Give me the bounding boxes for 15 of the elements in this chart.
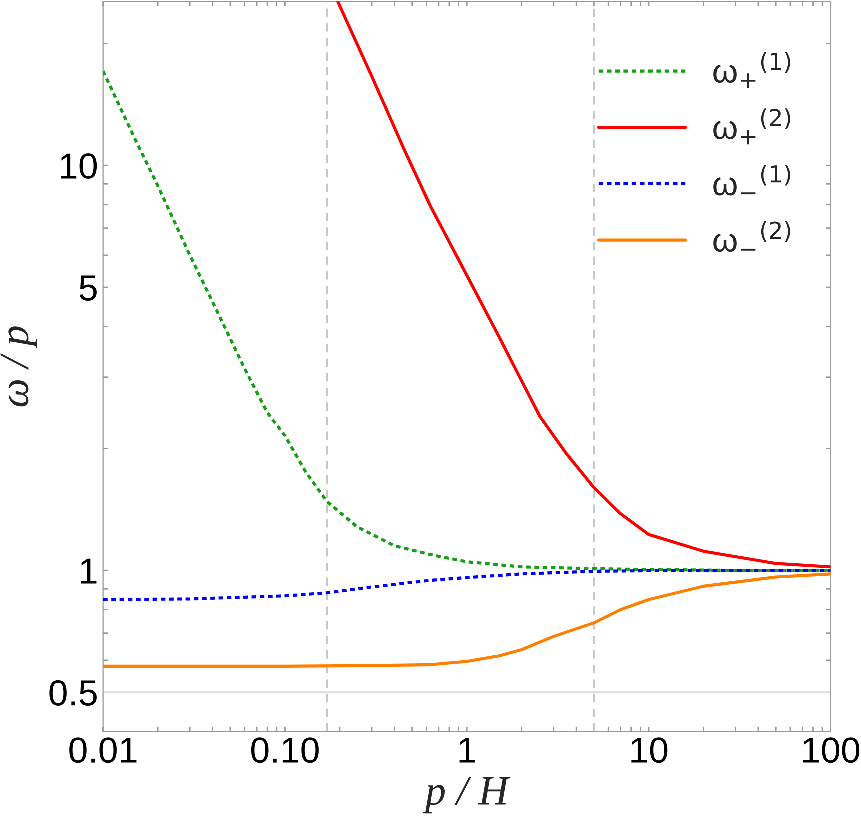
legend-label: ω$_{+}$$^{(2)}$ [714,108,790,145]
legend-label: ω$_{−}$$^{(1)}$ [714,164,790,196]
y-axis-title: ω / p [0,326,38,407]
x-tick-label: 100 [803,738,860,764]
x-tick-label: 0.01 [70,738,137,764]
y-tick-label: 10 [61,153,98,180]
y-tick-label: 5 [80,276,97,301]
legend-label: ω$_{−}$$^{(2)}$ [714,221,790,252]
y-tick-label: 0.5 [50,680,97,706]
x-axis-title: p / H [422,777,511,814]
x-tick-label: 1 [460,738,476,763]
legend-label: ω$_{+}$$^{(1)}$ [714,52,790,88]
y-tick-label: 1 [81,558,97,584]
x-tick-label: 10 [632,738,668,764]
x-tick-label: 0.10 [251,738,319,764]
